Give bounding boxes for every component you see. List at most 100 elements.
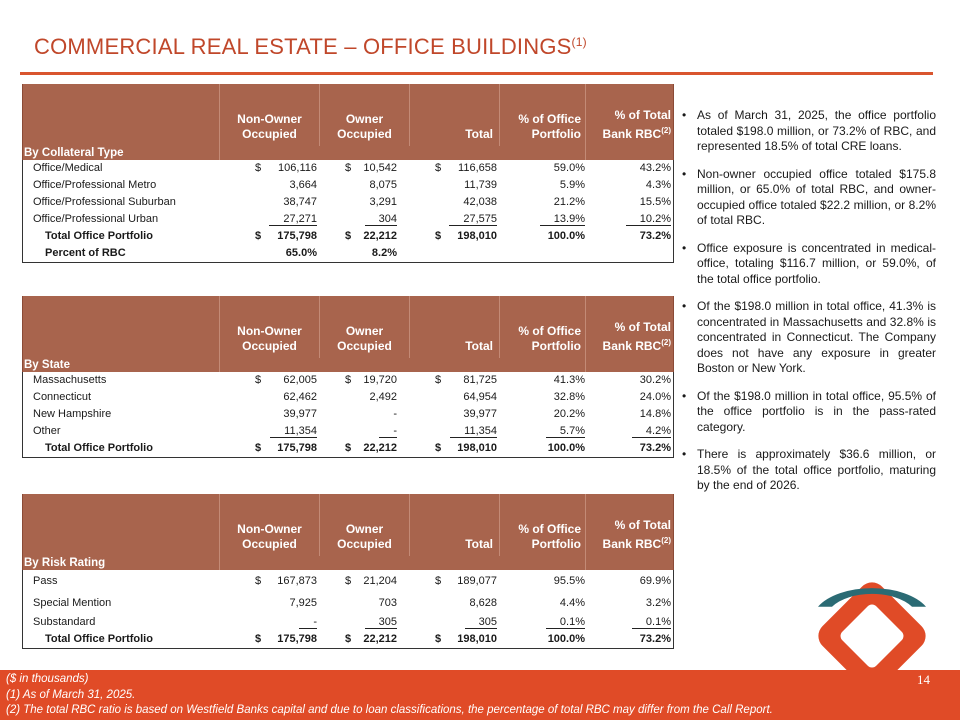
total-row: Total Office Portfolio $ $ $175,798 22,212 19… bbox=[23, 631, 673, 648]
row-label: Total Office Portfolio bbox=[45, 633, 153, 645]
cell-value: 106,116 bbox=[278, 162, 317, 174]
column-header-total: Total bbox=[409, 84, 499, 146]
cell-value: 4.4% bbox=[559, 597, 585, 609]
cell-value: 4.3% bbox=[645, 179, 671, 191]
cell-value: 11,739 bbox=[464, 179, 497, 191]
table-row: Office/Medical $ $ $106,116 10,542 116,658 59.… bbox=[23, 160, 673, 177]
row-label: Other bbox=[33, 425, 61, 437]
currency-symbol: $ bbox=[255, 230, 262, 242]
cell-value: 42,038 bbox=[463, 196, 497, 208]
currency-symbol: $ bbox=[345, 575, 352, 587]
cell-value: 8,075 bbox=[369, 179, 397, 191]
table-row: Pass $ $ $167,873 21,204 189,077 95.5% 69.9% bbox=[23, 570, 673, 592]
cell-value: 10,542 bbox=[363, 162, 397, 174]
cell-value: 32.8% bbox=[553, 391, 585, 403]
cell-value: 703 bbox=[378, 597, 397, 609]
cell-value: 7,925 bbox=[289, 597, 317, 609]
cell-value: 73.2% bbox=[639, 230, 671, 242]
cell-value: 304 bbox=[364, 211, 397, 228]
table-row: Massachusetts $ $ $62,005 19,720 81,725 41.3% 3… bbox=[23, 372, 673, 389]
cell-value: 167,873 bbox=[277, 575, 317, 587]
column-header-pct-office: % of Office Portfolio bbox=[499, 296, 585, 358]
cell-value: 15.5% bbox=[639, 196, 671, 208]
table-header: Non-Owner Occupied Owner Occupied Total% o… bbox=[22, 494, 674, 556]
currency-symbol: $ bbox=[435, 374, 442, 386]
row-label: Office/Medical bbox=[33, 162, 103, 174]
cell-value: 175,798 bbox=[277, 633, 317, 645]
cell-value: 8.2% bbox=[371, 247, 397, 259]
cell-value: 305 bbox=[464, 614, 497, 631]
cell-value: 19,720 bbox=[363, 374, 397, 386]
column-header-owner: Owner Occupied bbox=[319, 494, 409, 556]
row-label: Substandard bbox=[33, 616, 96, 628]
title-divider bbox=[20, 72, 933, 75]
cell-value: 2,492 bbox=[369, 391, 397, 403]
column-header-total: Total bbox=[409, 296, 499, 358]
cell-value: - bbox=[299, 614, 317, 631]
row-label: Connecticut bbox=[33, 391, 92, 403]
cell-value: - bbox=[393, 408, 397, 420]
footnote-units: ($ in thousands) bbox=[6, 673, 89, 685]
cell-value: 22,212 bbox=[363, 633, 397, 645]
total-row: Total Office Portfolio $ $ $175,798 22,212 19… bbox=[23, 228, 673, 245]
row-label: Total Office Portfolio bbox=[45, 442, 153, 454]
table-row: Connecticut 62,462 2,492 64,954 32.8% 24.0% bbox=[23, 389, 673, 406]
cell-value: 20.2% bbox=[553, 408, 585, 420]
collateral-type-table: Non-Owner Occupied Owner Occupied Total% o… bbox=[22, 84, 674, 263]
column-header-non-owner: Non-Owner Occupied bbox=[219, 494, 319, 556]
cell-value: 21.2% bbox=[553, 196, 585, 208]
column-header-non-owner: Non-Owner Occupied bbox=[219, 296, 319, 358]
cell-value: 8,628 bbox=[469, 597, 497, 609]
cell-value: 198,010 bbox=[457, 633, 497, 645]
row-label: Pass bbox=[33, 575, 58, 587]
commentary-list: As of March 31, 2025, the office portfol… bbox=[680, 108, 936, 506]
cell-value: 81,725 bbox=[463, 374, 497, 386]
table-row: Substandard - 305 305 0.1% 0.1% bbox=[23, 614, 673, 631]
cell-value: 0.1% bbox=[545, 614, 585, 631]
cell-value: 30.2% bbox=[639, 374, 671, 386]
column-header-pct-office: % of Office Portfolio bbox=[499, 494, 585, 556]
state-table: Non-Owner Occupied Owner Occupied Total% o… bbox=[22, 296, 674, 458]
column-header-owner: Owner Occupied bbox=[319, 84, 409, 146]
table-body: Pass $ $ $167,873 21,204 189,077 95.5% 69.9% Spe… bbox=[22, 570, 674, 649]
commentary-item: Of the $198.0 million in total office, 4… bbox=[680, 299, 936, 377]
cell-value: - bbox=[379, 423, 397, 440]
cell-value: 4.2% bbox=[631, 423, 671, 440]
cell-value: 0.1% bbox=[631, 614, 671, 631]
cell-value: 5.9% bbox=[559, 179, 585, 191]
row-label: Special Mention bbox=[33, 597, 112, 609]
cell-value: 38,747 bbox=[283, 196, 317, 208]
column-header-owner: Owner Occupied bbox=[319, 296, 409, 358]
cell-value: 65.0% bbox=[285, 247, 317, 259]
cell-value: 11,354 bbox=[270, 423, 317, 440]
table-row: Office/Professional Metro 3,664 8,075 11,73… bbox=[23, 177, 673, 194]
cell-value: 24.0% bbox=[639, 391, 671, 403]
total-row: Total Office Portfolio $ $ $175,798 22,212 19… bbox=[23, 440, 673, 457]
currency-symbol: $ bbox=[345, 374, 352, 386]
cell-value: 14.8% bbox=[639, 408, 671, 420]
cell-value: 39,977 bbox=[283, 408, 317, 420]
cell-value: 5.7% bbox=[545, 423, 585, 440]
currency-symbol: $ bbox=[435, 575, 442, 587]
row-label: New Hampshire bbox=[33, 408, 112, 420]
cell-value: 62,462 bbox=[283, 391, 317, 403]
cell-value: 100.0% bbox=[547, 442, 585, 454]
currency-symbol: $ bbox=[345, 230, 352, 242]
table-body: Massachusetts $ $ $62,005 19,720 81,725 41.3% 3… bbox=[22, 372, 674, 458]
column-header-pct-office: % of Office Portfolio bbox=[499, 84, 585, 146]
cell-value: 64,954 bbox=[463, 391, 497, 403]
risk-rating-table: Non-Owner Occupied Owner Occupied Total% o… bbox=[22, 494, 674, 649]
cell-value: 198,010 bbox=[457, 230, 497, 242]
footnote-2: (2) The total RBC ratio is based on West… bbox=[6, 704, 773, 716]
cell-value: 69.9% bbox=[639, 575, 671, 587]
column-header-pct-rbc: % of Total Bank RBC(2) bbox=[585, 494, 675, 556]
table-header: Non-Owner Occupied Owner Occupied Total% o… bbox=[22, 296, 674, 358]
cell-value: 27,575 bbox=[449, 211, 497, 228]
footer-bar: ($ in thousands) (1) As of March 31, 202… bbox=[0, 670, 960, 720]
cell-value: 3,664 bbox=[289, 179, 317, 191]
currency-symbol: $ bbox=[255, 575, 262, 587]
section-label: By State bbox=[22, 358, 674, 372]
currency-symbol: $ bbox=[255, 162, 262, 174]
column-header-pct-rbc: % of Total Bank RBC(2) bbox=[585, 84, 675, 146]
page-number: 14 bbox=[917, 672, 930, 687]
